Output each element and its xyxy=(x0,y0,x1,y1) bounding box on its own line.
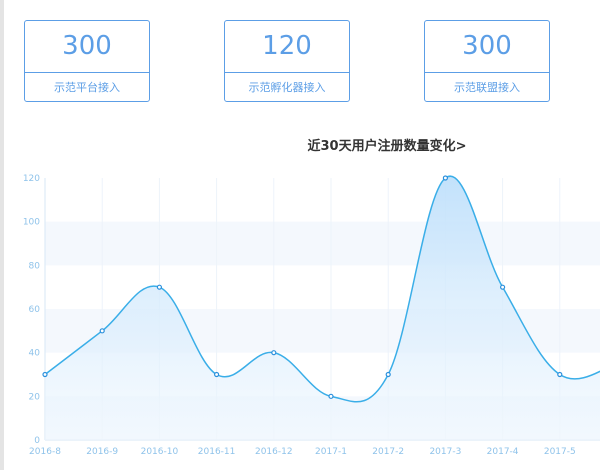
data-point xyxy=(157,285,161,289)
data-point xyxy=(100,329,104,333)
y-tick-label: 0 xyxy=(34,436,40,446)
stat-card-alliance[interactable]: 300 示范联盟接入 xyxy=(424,20,550,102)
data-point xyxy=(329,394,333,398)
x-tick-label: 2016-12 xyxy=(255,447,293,457)
stat-label: 示范联盟接入 xyxy=(425,73,549,101)
y-tick-label: 40 xyxy=(29,349,41,359)
stat-card-platform[interactable]: 300 示范平台接入 xyxy=(24,20,150,102)
x-tick-label: 2016-11 xyxy=(198,447,236,457)
x-tick-label: 2016-8 xyxy=(29,447,61,457)
x-tick-label: 2016-10 xyxy=(141,447,179,457)
x-tick-label: 2017-2 xyxy=(372,447,404,457)
data-point xyxy=(386,373,390,377)
y-tick-label: 60 xyxy=(29,305,41,315)
data-point xyxy=(501,285,505,289)
series-area xyxy=(45,176,600,440)
y-tick-label: 100 xyxy=(23,218,40,228)
stat-value: 120 xyxy=(225,21,349,72)
stat-value: 300 xyxy=(425,21,549,72)
stat-label: 示范孵化器接入 xyxy=(225,73,349,101)
data-point xyxy=(443,176,447,180)
y-tick-label: 120 xyxy=(23,174,40,184)
data-point xyxy=(215,373,219,377)
y-tick-label: 80 xyxy=(29,261,41,271)
x-tick-label: 2017-4 xyxy=(487,447,519,457)
x-tick-label: 2017-3 xyxy=(429,447,461,457)
x-tick-label: 2017-1 xyxy=(315,447,347,457)
stat-value: 300 xyxy=(25,21,149,72)
y-tick-label: 20 xyxy=(29,392,41,402)
stat-label: 示范平台接入 xyxy=(25,73,149,101)
line-chart: 0 20 40 60 80 100 120 2016-8 2016-9 2016-10 2016-1… xyxy=(0,160,600,470)
data-point xyxy=(272,351,276,355)
data-point xyxy=(43,373,47,377)
chart-title[interactable]: 近30天用户注册数量变化> xyxy=(0,138,600,156)
grid-band xyxy=(45,222,600,266)
stat-card-incubator[interactable]: 120 示范孵化器接入 xyxy=(224,20,350,102)
x-tick-label: 2017-5 xyxy=(544,447,576,457)
x-tick-label: 2016-9 xyxy=(86,447,118,457)
data-point xyxy=(558,373,562,377)
